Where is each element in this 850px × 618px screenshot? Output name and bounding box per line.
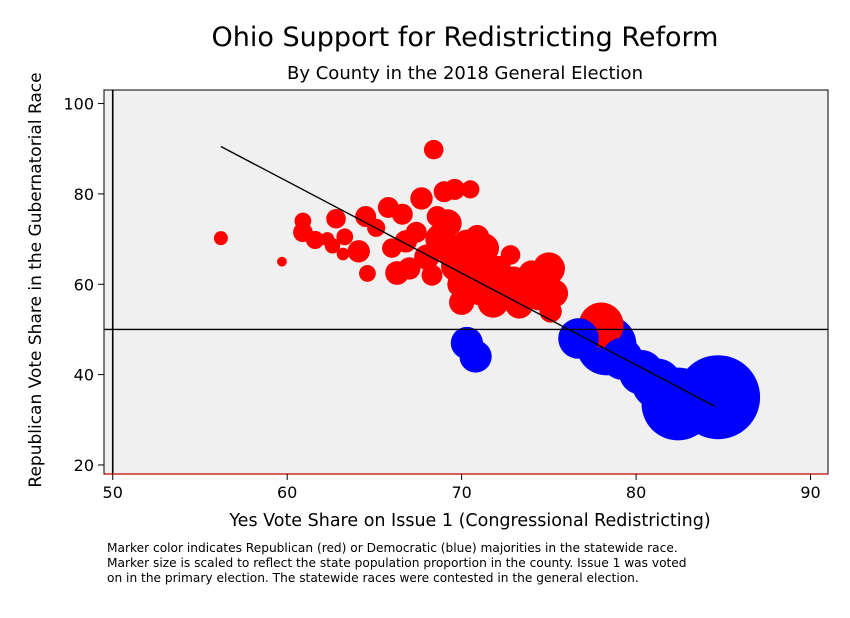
note-line: Marker color indicates Republican (red) … xyxy=(107,541,678,555)
y-tick-label: 80 xyxy=(74,185,94,204)
republican-county-point xyxy=(213,231,228,246)
republican-county-point xyxy=(320,232,335,247)
note-line: on in the primary election. The statewid… xyxy=(107,571,639,585)
republican-county-point xyxy=(461,180,480,199)
republican-county-point xyxy=(421,264,443,286)
republican-county-point xyxy=(465,224,490,249)
y-tick-label: 60 xyxy=(74,275,94,294)
y-tick-label: 100 xyxy=(63,95,94,114)
republican-county-point xyxy=(500,245,521,265)
y-tick-label: 40 xyxy=(74,366,94,385)
x-tick-label: 60 xyxy=(277,483,297,502)
democratic-county-point xyxy=(601,337,644,380)
republican-county-point xyxy=(426,205,448,227)
republican-county-point xyxy=(326,208,346,229)
y-axis-label: Republican Vote Share in the Gubernatori… xyxy=(26,72,46,487)
y-axis-ticks: 20 40 60 80 100 xyxy=(63,95,104,475)
chart-title: Ohio Support for Redistricting Reform xyxy=(211,22,719,53)
republican-county-point xyxy=(423,139,444,160)
republican-county-point xyxy=(449,289,475,315)
republican-county-point xyxy=(405,221,427,243)
fit-line xyxy=(220,145,715,407)
republican-county-point xyxy=(398,257,421,280)
x-tick-label: 90 xyxy=(800,483,820,502)
republican-county-point xyxy=(505,290,534,319)
republican-county-point xyxy=(518,260,545,286)
republican-county-point xyxy=(391,203,413,225)
republican-county-point xyxy=(277,256,287,267)
republican-county-point xyxy=(540,279,569,308)
republican-county-point xyxy=(447,271,473,297)
x-tick-label: 70 xyxy=(451,483,471,502)
republican-county-point xyxy=(294,212,312,230)
republican-county-point xyxy=(347,240,370,263)
republican-county-point xyxy=(382,238,402,258)
republican-county-point xyxy=(444,178,466,200)
x-axis-ticks: 50 60 70 80 90 xyxy=(103,474,821,502)
points-layer xyxy=(213,139,761,441)
republican-county-point xyxy=(305,230,325,250)
chart-subtitle: By County in the 2018 General Election xyxy=(287,63,643,84)
chart-note: Marker color indicates Republican (red) … xyxy=(107,541,807,586)
y-tick-label: 20 xyxy=(74,456,94,475)
x-tick-label: 50 xyxy=(103,483,123,502)
republican-county-point xyxy=(336,228,354,246)
republican-county-point xyxy=(410,187,433,210)
note-line: Marker size is scaled to reflect the sta… xyxy=(107,556,687,570)
x-tick-label: 80 xyxy=(626,483,646,502)
republican-county-point xyxy=(359,265,376,282)
republican-county-point xyxy=(336,247,350,261)
democratic-county-point xyxy=(459,340,492,373)
x-axis-label: Yes Vote Share on Issue 1 (Congressional… xyxy=(228,511,710,531)
democratic-county-point xyxy=(558,318,599,359)
